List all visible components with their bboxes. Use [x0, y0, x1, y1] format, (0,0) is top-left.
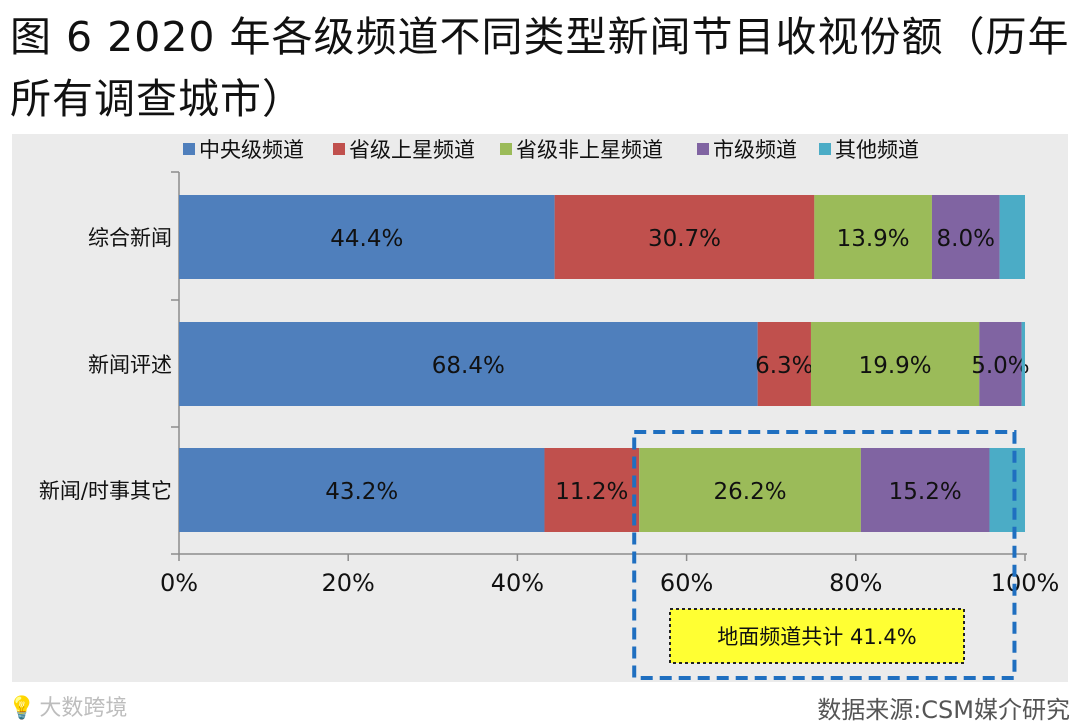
data-label: 26.2% [714, 479, 787, 505]
bar-segment [179, 322, 758, 406]
bar-segment [989, 448, 1025, 532]
category-label: 新闻/时事其它 [39, 479, 172, 503]
bar-segment [179, 448, 545, 532]
legend-label-3: 省级非上星频道 [516, 138, 663, 162]
watermark-logo: 💡 大数跨境 [8, 690, 127, 722]
x-tick-label: 60% [660, 569, 713, 597]
ground-channels-highlight-box [632, 430, 1017, 680]
data-label: 30.7% [648, 226, 721, 252]
bar-segment [979, 322, 1022, 406]
data-label: 19.9% [859, 353, 932, 379]
legend-label-5: 其他频道 [835, 138, 919, 162]
x-tick-label: 20% [322, 569, 375, 597]
legend-swatch-5 [819, 143, 831, 155]
category-label: 综合新闻 [88, 226, 172, 250]
legend-swatch-3 [500, 143, 512, 155]
data-label: 8.0% [937, 226, 995, 252]
bar-segment [639, 448, 861, 532]
logo-icon: 💡 [8, 696, 36, 721]
bar-segment [1021, 322, 1025, 406]
legend-swatch-2 [333, 143, 345, 155]
chart-title: 图 6 2020 年各级频道不同类型新闻节目收视份额（历年所有调查城市） [10, 13, 1070, 123]
data-label: 15.2% [889, 479, 962, 505]
data-label: 11.2% [555, 479, 628, 505]
data-label: 68.4% [432, 353, 505, 379]
data-label: 43.2% [325, 479, 398, 505]
bar-segment [931, 195, 1000, 279]
data-label: 6.3% [755, 353, 813, 379]
x-tick-label: 80% [829, 569, 882, 597]
legend-swatch-1 [183, 143, 195, 155]
data-label: 5.0% [971, 353, 1029, 379]
annotation-text: 地面频道共计 41.4% [717, 625, 916, 649]
bar-segment [860, 448, 990, 532]
bar-segment [810, 322, 980, 406]
legend-label-2: 省级上星频道 [349, 138, 475, 162]
x-tick-label: 40% [491, 569, 544, 597]
data-label: 13.9% [837, 226, 910, 252]
x-tick-label: 0% [160, 569, 198, 597]
legend-label-1: 中央级频道 [199, 138, 304, 162]
logo-text: 大数跨境 [39, 696, 128, 721]
bar-segment [814, 195, 932, 279]
data-source: 数据来源:CSM媒介研究 [817, 696, 1070, 724]
data-label: 44.4% [330, 226, 403, 252]
legend-swatch-4 [697, 143, 709, 155]
category-label: 新闻评述 [88, 353, 172, 377]
bar-segment [999, 195, 1025, 279]
bar-segment [544, 448, 640, 532]
x-tick-label: 100% [991, 569, 1060, 597]
bar-segment [179, 195, 555, 279]
annotation-box [669, 608, 965, 664]
bar-segment [757, 322, 811, 406]
bar-segment [554, 195, 815, 279]
legend-label-4: 市级频道 [713, 138, 797, 162]
